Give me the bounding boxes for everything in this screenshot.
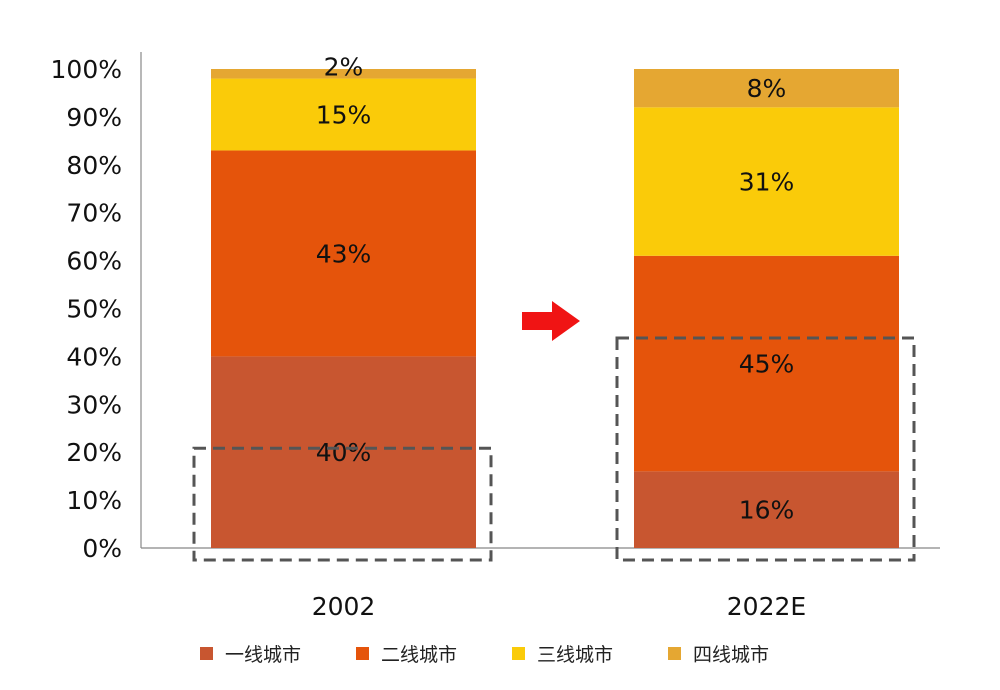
legend-swatch [512,647,525,660]
y-tick-label: 40% [66,342,122,371]
bar-segment [634,471,899,548]
y-tick-label: 30% [66,390,122,419]
legend-label: 三线城市 [537,644,614,666]
highlight-box [192,446,493,562]
x-category-label: 2022E [727,592,806,621]
legend-item: 四线城市 [668,640,769,667]
data-label: 16% [739,496,795,525]
arrow-icon [522,301,580,341]
legend-item: 一线城市 [200,640,301,667]
data-label: 2% [324,53,364,82]
y-tick-label: 100% [51,55,122,84]
data-label: 8% [747,74,787,103]
data-label: 45% [739,350,795,379]
bar-segment [211,150,476,357]
x-category-label: 2002 [312,592,376,621]
legend-label: 一线城市 [225,644,302,666]
y-tick-label: 0% [82,534,122,563]
y-tick-label: 80% [66,151,122,180]
bar-segment [634,69,899,108]
bar-segment [634,255,899,472]
data-label: 40% [316,438,372,467]
data-label: 15% [316,101,372,130]
y-tick-label: 70% [66,199,122,228]
y-tick-label: 60% [66,247,122,276]
data-label: 43% [316,239,372,268]
legend-label: 四线城市 [693,644,770,666]
y-tick-label: 50% [66,295,122,324]
legend-swatch [668,647,681,660]
chart-legend: 一线城市 二线城市 三线城市 四线城市 [0,640,1000,670]
highlight-box [615,336,916,562]
legend-item: 三线城市 [512,640,613,667]
legend-swatch [356,647,369,660]
legend-label: 二线城市 [381,644,458,666]
bar-segment [211,78,476,151]
bar-segment [634,107,899,256]
y-tick-label: 90% [66,103,122,132]
stacked-bar-chart: 0% 10% 20% 30% 40% 50% 60% 70% 80% 90% 100% 40% 43%… [51,52,940,621]
legend-item: 二线城市 [356,640,457,667]
legend-swatch [200,647,213,660]
bar-segment [211,356,476,548]
bar-segment [211,69,476,79]
y-tick-label: 20% [66,438,122,467]
y-tick-label: 10% [66,486,122,515]
data-label: 31% [739,168,795,197]
